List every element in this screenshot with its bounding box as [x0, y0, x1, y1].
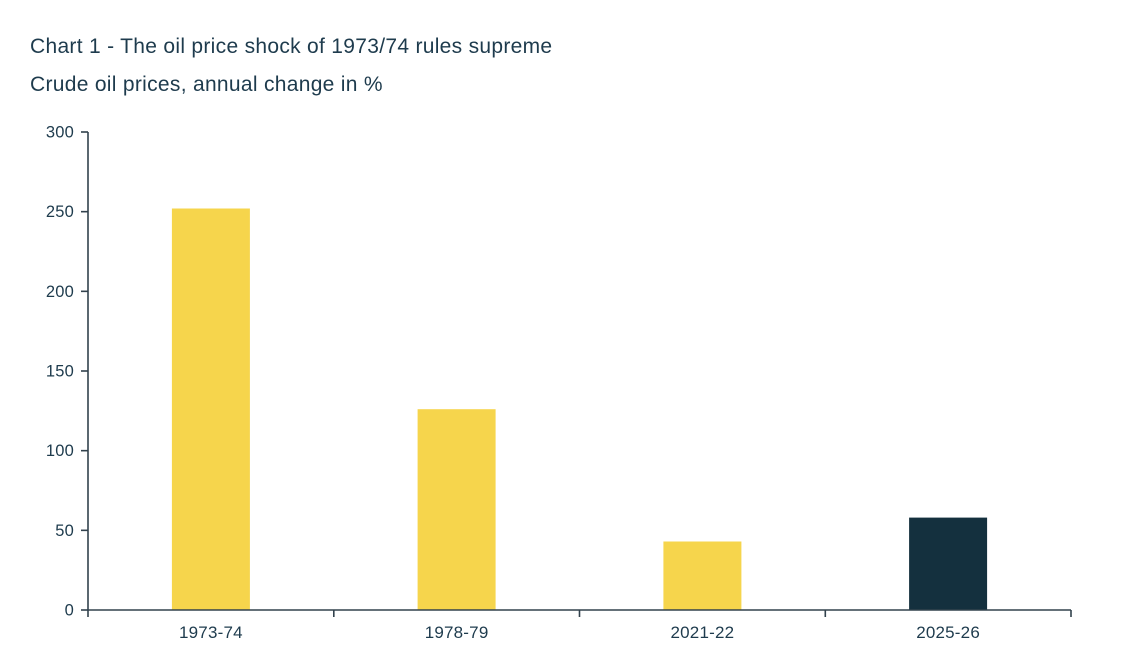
y-tick-label: 0 — [65, 602, 74, 620]
chart-title: Chart 1 - The oil price shock of 1973/74… — [30, 35, 553, 58]
y-tick-label: 100 — [46, 442, 74, 460]
chart-subtitle: Crude oil prices, annual change in % — [30, 73, 383, 96]
y-tick-label: 250 — [46, 203, 74, 221]
y-tick-label: 200 — [46, 283, 74, 301]
bar-2021-22 — [663, 541, 742, 610]
bar-1973-74 — [171, 208, 250, 610]
y-tick-label: 300 — [46, 124, 74, 142]
bar-1978-79 — [417, 409, 496, 610]
x-category-label: 2021-22 — [671, 623, 735, 642]
x-category-label: 2025-26 — [916, 623, 980, 642]
x-category-label: 1978-79 — [425, 623, 489, 642]
y-tick-label: 50 — [55, 522, 74, 540]
x-category-label: 1973-74 — [179, 623, 243, 642]
chart-header: Chart 1 - The oil price shock of 1973/74… — [30, 28, 552, 104]
y-tick-label: 150 — [46, 363, 74, 381]
bar-2025-26 — [909, 517, 988, 610]
